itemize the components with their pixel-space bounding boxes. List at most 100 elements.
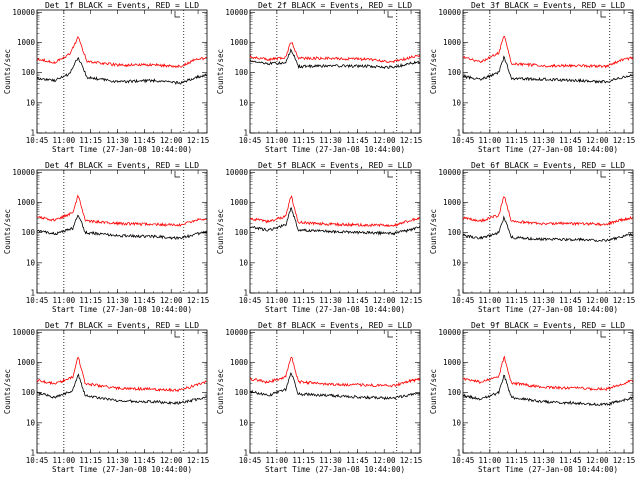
x-tick-label: 10:45 xyxy=(239,296,262,305)
x-tick-label: 12:00 xyxy=(373,296,396,305)
chart-title: Det 8f BLACK = Events, RED = LLD xyxy=(258,321,412,330)
series-events-line xyxy=(462,215,633,242)
series-events-line xyxy=(249,48,420,70)
x-tick-label: 12:15 xyxy=(400,296,423,305)
series-events-line xyxy=(36,57,207,86)
chart-title: Det 4f BLACK = Events, RED = LLD xyxy=(45,161,199,170)
x-tick-label: 12:15 xyxy=(613,136,636,145)
y-tick-label: 1000 xyxy=(443,198,462,207)
x-tick-label: 12:00 xyxy=(586,136,609,145)
series-lld-line xyxy=(249,42,421,64)
plot-frame xyxy=(249,329,421,454)
legend-marker xyxy=(387,331,393,338)
x-tick-label: 11:45 xyxy=(133,136,156,145)
series-lld-line xyxy=(462,355,633,392)
plot-frame xyxy=(249,169,421,294)
y-tick-label: 100 xyxy=(447,68,461,77)
y-tick-label: 10 xyxy=(239,98,249,107)
y-axis-label: Counts/sec xyxy=(3,49,12,94)
legend-marker xyxy=(600,331,606,338)
x-tick-label: 11:00 xyxy=(266,296,289,305)
series-events-line xyxy=(36,373,207,406)
x-tick-label: 11:45 xyxy=(559,456,582,465)
y-tick-label: 10000 xyxy=(438,8,461,17)
x-tick-label: 11:45 xyxy=(559,136,582,145)
x-tick-label: 12:00 xyxy=(160,136,183,145)
plot-frame xyxy=(36,169,208,294)
y-tick-label: 1000 xyxy=(17,198,36,207)
x-axis-label: Start Time (27-Jan-08 10:44:00) xyxy=(478,305,618,314)
detector-panel-5: Det 5f BLACK = Events, RED = LLD 10:45 11:… xyxy=(213,160,426,320)
series-events-line xyxy=(249,372,421,401)
y-tick-label: 100 xyxy=(447,228,461,237)
x-tick-label: 10:45 xyxy=(452,456,475,465)
legend-marker xyxy=(174,11,180,18)
x-tick-label: 11:45 xyxy=(346,296,369,305)
x-tick-label: 12:15 xyxy=(187,136,210,145)
x-tick-label: 11:00 xyxy=(479,296,502,305)
legend-marker xyxy=(387,171,393,178)
x-tick-label: 11:15 xyxy=(505,456,528,465)
x-tick-label: 12:15 xyxy=(400,136,423,145)
x-tick-label: 11:15 xyxy=(505,136,528,145)
y-tick-label: 1 xyxy=(243,129,248,138)
series-lld-line xyxy=(462,35,634,69)
y-tick-label: 100 xyxy=(21,68,35,77)
series-lld-line xyxy=(36,357,207,393)
detector-panel-2: Det 2f BLACK = Events, RED = LLD 10:45 11:… xyxy=(213,0,426,160)
series-lld-line xyxy=(36,35,207,69)
x-tick-label: 11:45 xyxy=(133,456,156,465)
y-tick-label: 100 xyxy=(21,228,35,237)
x-tick-label: 11:30 xyxy=(319,296,342,305)
detector-panel-3: Det 3f BLACK = Events, RED = LLD 10:45 11:… xyxy=(426,0,639,160)
y-tick-label: 10 xyxy=(26,418,36,427)
y-axis-label: Counts/sec xyxy=(429,209,438,254)
y-tick-label: 100 xyxy=(447,388,461,397)
y-tick-label: 1 xyxy=(456,129,461,138)
y-axis-label: Counts/sec xyxy=(216,369,225,414)
series-events-line xyxy=(36,214,208,240)
y-tick-label: 10 xyxy=(26,98,36,107)
x-tick-label: 10:45 xyxy=(452,136,475,145)
x-tick-label: 11:30 xyxy=(319,456,342,465)
chart-svg: Det 3f BLACK = Events, RED = LLD 10:45 11:… xyxy=(429,1,636,154)
y-tick-label: 1000 xyxy=(17,358,36,367)
y-tick-label: 10000 xyxy=(12,168,35,177)
series-lld-line xyxy=(36,194,207,228)
chart-svg: Det 7f BLACK = Events, RED = LLD 10:45 11:… xyxy=(3,321,210,474)
chart-svg: Det 8f BLACK = Events, RED = LLD 10:45 11:… xyxy=(216,321,423,474)
x-axis-label: Start Time (27-Jan-08 10:44:00) xyxy=(52,145,192,154)
series-events-line xyxy=(462,374,633,407)
y-axis-label: Counts/sec xyxy=(429,49,438,94)
x-tick-label: 12:15 xyxy=(400,456,423,465)
chart-svg: Det 6f BLACK = Events, RED = LLD 10:45 11:… xyxy=(429,161,635,314)
y-axis-label: Counts/sec xyxy=(3,209,12,254)
y-tick-label: 1000 xyxy=(230,358,249,367)
x-tick-label: 10:45 xyxy=(239,136,262,145)
x-tick-label: 11:00 xyxy=(53,136,76,145)
x-tick-label: 11:00 xyxy=(479,136,502,145)
y-axis-label: Counts/sec xyxy=(429,369,438,414)
y-tick-label: 1 xyxy=(243,449,248,458)
x-axis-label: Start Time (27-Jan-08 10:44:00) xyxy=(265,145,405,154)
detector-panel-1: Det 1f BLACK = Events, RED = LLD 10:45 11:… xyxy=(0,0,213,160)
x-axis-label: Start Time (27-Jan-08 10:44:00) xyxy=(265,465,405,474)
x-tick-label: 11:15 xyxy=(292,456,315,465)
chart-title: Det 1f BLACK = Events, RED = LLD xyxy=(45,1,199,10)
detector-panel-9: Det 9f BLACK = Events, RED = LLD 10:45 11:… xyxy=(426,320,639,480)
y-tick-label: 1 xyxy=(30,129,35,138)
y-tick-label: 100 xyxy=(234,228,248,237)
x-tick-label: 12:15 xyxy=(187,456,210,465)
y-tick-label: 1000 xyxy=(443,358,462,367)
x-tick-label: 12:00 xyxy=(586,456,609,465)
series-lld-line xyxy=(249,195,420,228)
y-axis-label: Counts/sec xyxy=(216,209,225,254)
x-tick-label: 10:45 xyxy=(26,456,49,465)
x-tick-label: 12:15 xyxy=(613,456,636,465)
x-tick-label: 11:15 xyxy=(79,296,102,305)
chart-title: Det 5f BLACK = Events, RED = LLD xyxy=(258,161,412,170)
x-axis-label: Start Time (27-Jan-08 10:44:00) xyxy=(478,465,618,474)
x-tick-label: 10:45 xyxy=(26,136,49,145)
y-tick-label: 1 xyxy=(30,289,35,298)
detector-panel-7: Det 7f BLACK = Events, RED = LLD 10:45 11:… xyxy=(0,320,213,480)
